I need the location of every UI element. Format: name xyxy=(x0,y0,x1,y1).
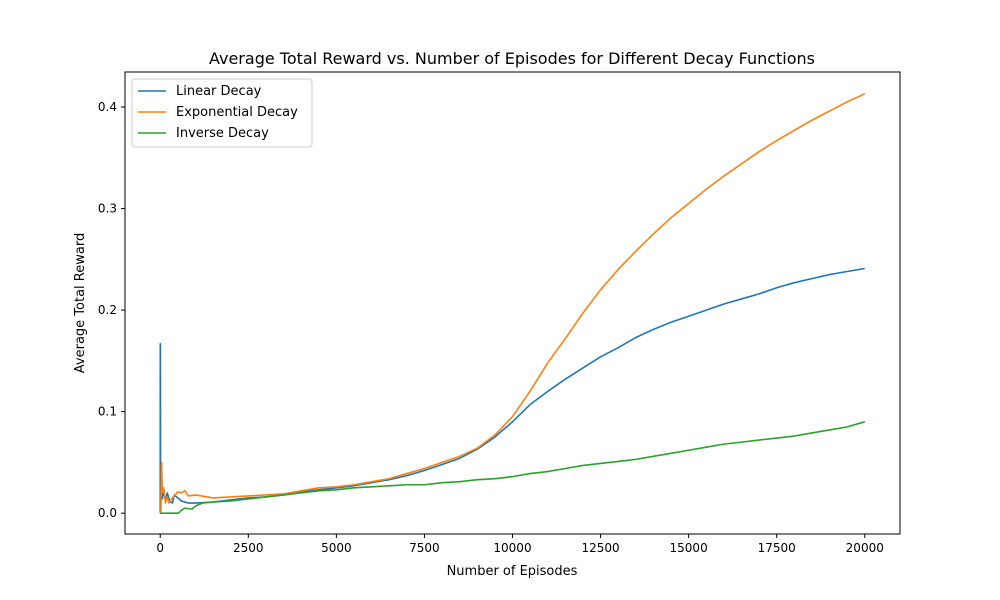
x-tick-label: 12500 xyxy=(581,541,619,555)
y-tick-label: 0.0 xyxy=(98,506,117,520)
legend-label: Inverse Decay xyxy=(176,126,269,141)
legend-box xyxy=(131,78,313,148)
legend-label: Exponential Decay xyxy=(176,105,298,120)
x-tick-label: 2500 xyxy=(233,541,264,555)
x-tick-label: 0 xyxy=(156,541,164,555)
x-tick-label: 10000 xyxy=(493,541,531,555)
x-tick-label: 17500 xyxy=(758,541,796,555)
x-axis-label: Number of Episodes xyxy=(447,564,578,579)
legend: Linear Decay Exponential Decay Inverse Dec… xyxy=(131,78,313,148)
plot-frame xyxy=(124,71,901,535)
series-line-2 xyxy=(160,421,865,514)
chart-title: Average Total Reward vs. Number of Episo… xyxy=(209,49,815,68)
x-tick-label: 15000 xyxy=(670,541,708,555)
y-tick-label: 0.4 xyxy=(98,100,117,114)
series-line-1 xyxy=(159,93,866,514)
series-layer xyxy=(159,93,866,514)
y-tick-label: 0.3 xyxy=(98,202,117,216)
legend-label: Linear Decay xyxy=(176,84,262,99)
series-line-0 xyxy=(159,267,865,514)
x-tick-label: 20000 xyxy=(846,541,884,555)
y-axis-label: Average Total Reward xyxy=(73,233,88,373)
x-tick-label: 5000 xyxy=(321,541,352,555)
y-axis-ticks: 0.0 0.1 0.2 0.3 0.4 xyxy=(98,100,125,520)
x-tick-label: 7500 xyxy=(409,541,440,555)
y-tick-label: 0.1 xyxy=(98,405,117,419)
y-tick-label: 0.2 xyxy=(98,303,117,317)
plot-area xyxy=(125,72,900,534)
x-axis-ticks: 0 2500 5000 7500 10000 12500 15000 17500 20000 xyxy=(156,534,884,555)
